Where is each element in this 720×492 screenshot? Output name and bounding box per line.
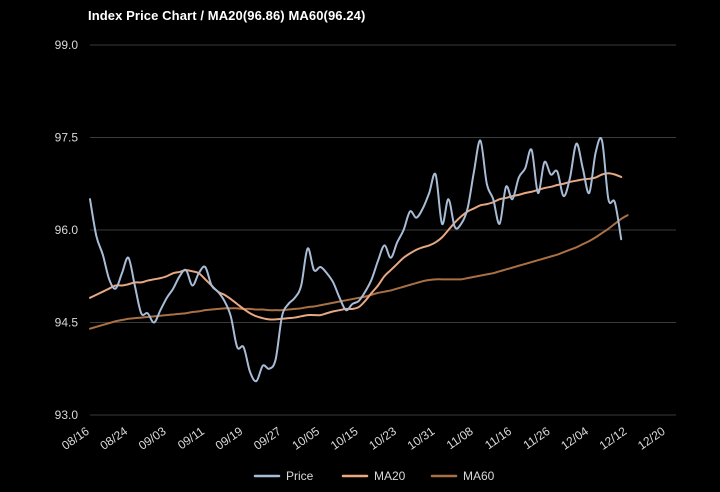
x-tick-label: 11/26 — [521, 424, 553, 452]
x-tick-label: 10/15 — [328, 424, 361, 453]
series-line-ma60 — [89, 214, 629, 330]
x-tick-label: 12/20 — [635, 424, 668, 453]
legend-label-ma60: MA60 — [463, 469, 495, 483]
y-tick-label: 94.5 — [55, 316, 79, 330]
x-tick-label: 11/08 — [444, 424, 476, 452]
series-line-ma20 — [89, 172, 623, 321]
x-tick-label: 12/04 — [558, 424, 591, 453]
x-tick-label: 09/27 — [251, 424, 284, 453]
x-tick-label: 10/31 — [405, 424, 438, 453]
legend-label-ma20: MA20 — [374, 469, 406, 483]
x-tick-label: 08/16 — [59, 424, 92, 453]
x-tick-label: 10/23 — [366, 424, 399, 453]
x-tick-label: 11/16 — [482, 424, 514, 452]
y-tick-label: 97.5 — [55, 131, 79, 145]
y-tick-label: 93.0 — [55, 408, 79, 422]
y-tick-label: 99.0 — [55, 38, 79, 52]
chart-title: Index Price Chart / MA20(96.86) MA60(96.… — [88, 8, 366, 23]
x-tick-label: 12/12 — [597, 424, 630, 453]
x-tick-label: 08/24 — [97, 424, 130, 453]
x-tick-label: 09/03 — [136, 424, 169, 453]
x-tick-label: 09/11 — [175, 424, 207, 452]
legend-label-price: Price — [286, 469, 314, 483]
y-tick-label: 96.0 — [55, 223, 79, 237]
x-tick-label: 09/19 — [213, 424, 246, 453]
x-tick-label: 10/05 — [289, 424, 322, 453]
series-line-price — [89, 137, 623, 383]
